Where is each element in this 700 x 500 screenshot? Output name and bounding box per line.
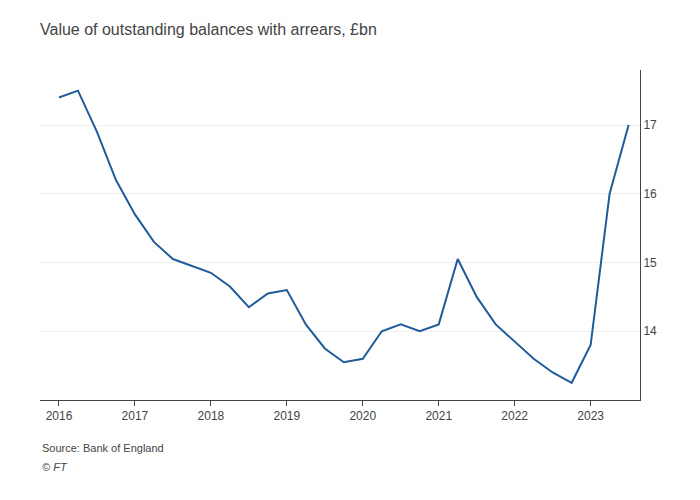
svg-text:2022: 2022 [501, 409, 528, 423]
svg-text:15: 15 [643, 256, 657, 270]
svg-text:Value of outstanding balances: Value of outstanding balances with arrea… [40, 21, 377, 38]
svg-text:2020: 2020 [349, 409, 376, 423]
svg-text:16: 16 [643, 187, 657, 201]
svg-text:2017: 2017 [122, 409, 149, 423]
svg-text:© FT: © FT [42, 461, 68, 473]
svg-text:2018: 2018 [198, 409, 225, 423]
svg-text:17: 17 [643, 118, 657, 132]
svg-text:2016: 2016 [46, 409, 73, 423]
svg-text:2021: 2021 [425, 409, 452, 423]
svg-text:2023: 2023 [577, 409, 604, 423]
svg-text:Source: Bank of England: Source: Bank of England [42, 442, 164, 454]
svg-text:2019: 2019 [273, 409, 300, 423]
svg-text:14: 14 [643, 324, 657, 338]
